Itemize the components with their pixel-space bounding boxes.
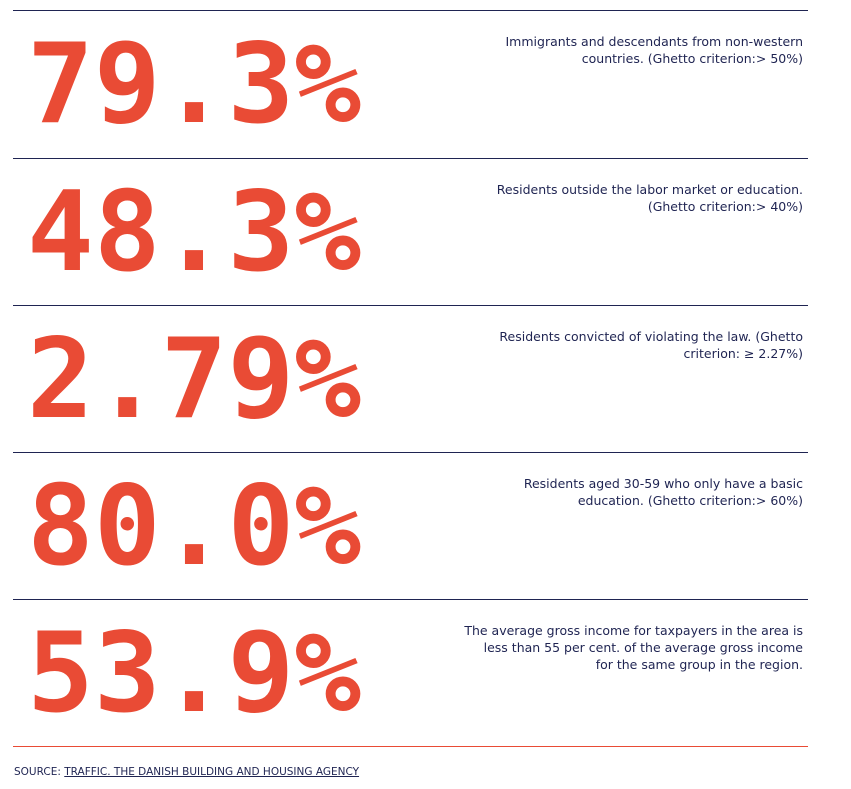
- stat-description: The average gross income for taxpayers i…: [464, 623, 803, 672]
- stat-row: 2.79% Residents convicted of violating t…: [13, 305, 808, 453]
- stat-description: Residents aged 30-59 who only have a bas…: [523, 476, 803, 508]
- stat-row: 53.9% The average gross income for taxpa…: [13, 599, 808, 747]
- stat-value: 80.0%: [27, 462, 362, 591]
- stat-value: 48.3%: [27, 168, 362, 297]
- stat-row: 80.0% Residents aged 30-59 who only have…: [13, 452, 808, 600]
- stat-description: Residents convicted of violating the law…: [499, 329, 803, 361]
- stat-row: 79.3% Immigrants and descendants from no…: [13, 10, 808, 158]
- stat-description: Residents outside the labor market or ed…: [496, 182, 803, 214]
- source-label: SOURCE:: [14, 766, 61, 778]
- stat-value: 53.9%: [27, 609, 362, 738]
- source-link[interactable]: TRAFFIC. THE DANISH BUILDING AND HOUSING…: [64, 766, 360, 778]
- stat-row: 48.3% Residents outside the labor market…: [13, 158, 808, 306]
- source-note: SOURCE: TRAFFIC. THE DANISH BUILDING AND…: [14, 766, 359, 778]
- stat-description: Immigrants and descendants from non-west…: [505, 34, 804, 66]
- stat-value: 2.79%: [27, 315, 362, 444]
- divider: [13, 746, 808, 747]
- stat-value: 79.3%: [27, 20, 362, 149]
